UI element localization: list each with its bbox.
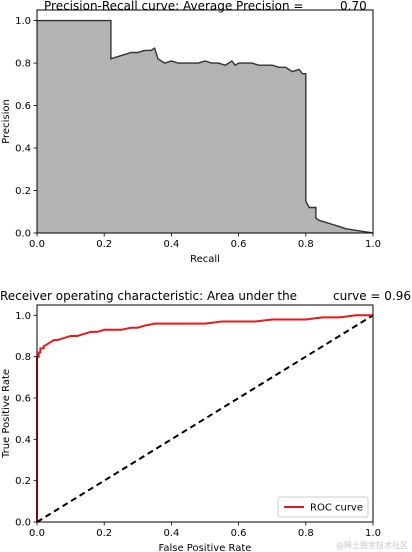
- x-tick-label: 1.0: [365, 239, 381, 250]
- x-tick-label: 0.2: [96, 239, 112, 250]
- y-tick-label: 0.8: [15, 59, 31, 70]
- y-tick-label: 0.0: [15, 229, 31, 240]
- roc-diagonal-line: [36, 314, 374, 523]
- roc-y-axis-label: True Positive Rate: [1, 369, 12, 459]
- pr-title-value: 0.70: [340, 0, 367, 13]
- roc-title-value: curve = 0.96: [333, 289, 411, 303]
- x-tick-label: 0.0: [29, 239, 45, 250]
- roc-axes-frame: [36, 304, 374, 523]
- y-tick-label: 0.2: [15, 186, 31, 197]
- roc-curve-line: [36, 314, 373, 522]
- y-tick-label: 1.0: [15, 16, 31, 27]
- y-tick-label: 0.2: [15, 476, 31, 487]
- y-tick-label: 0.6: [15, 101, 31, 112]
- legend-label-roc-curve: ROC curve: [310, 503, 363, 514]
- y-tick-label: 0.4: [15, 144, 31, 155]
- pr-curve-line: [37, 19, 374, 234]
- roc-title: Receiver operating characteristic: Area …: [0, 289, 297, 303]
- y-tick-label: 0.0: [15, 518, 31, 529]
- x-tick-label: 0.8: [298, 239, 314, 250]
- pr-axes-frame: [36, 9, 374, 234]
- roc-legend: ROC curve: [277, 496, 369, 518]
- y-tick-label: 0.8: [15, 352, 31, 363]
- x-tick-label: 1.0: [365, 528, 381, 539]
- roc-x-axis-label: False Positive Rate: [159, 543, 252, 552]
- x-tick-label: 0.4: [163, 528, 179, 539]
- roc-chart: 0.0 0.2 0.4 0.6 0.8 1.0 0.0 0.2 0.4 0.6 0.8 1.0 Re…: [0, 289, 411, 552]
- pr-x-ticks: 0.0 0.2 0.4 0.6 0.8 1.0: [29, 233, 381, 250]
- legend-box: [277, 496, 369, 518]
- y-tick-label: 0.6: [15, 394, 31, 405]
- y-tick-label: 0.4: [15, 435, 31, 446]
- roc-x-ticks: 0.0 0.2 0.4 0.6 0.8 1.0: [29, 522, 381, 539]
- x-tick-label: 0.4: [163, 239, 179, 250]
- pr-area-fill: [37, 20, 373, 233]
- x-tick-label: 0.8: [298, 528, 314, 539]
- pr-y-ticks: 0.0 0.2 0.4 0.6 0.8 1.0: [15, 16, 37, 240]
- pr-title: Precision-Recall curve: Average Precisio…: [44, 0, 303, 13]
- pr-x-axis-label: Recall: [190, 254, 220, 265]
- y-tick-label: 1.0: [15, 311, 31, 322]
- roc-y-ticks: 0.0 0.2 0.4 0.6 0.8 1.0: [15, 311, 37, 529]
- x-tick-label: 0.6: [231, 239, 247, 250]
- x-tick-label: 0.6: [231, 528, 247, 539]
- x-tick-label: 0.0: [29, 528, 45, 539]
- precision-recall-chart: 0.0 0.2 0.4 0.6 0.8 1.0 0.0 0.2 0.4 0.6 0.8 1.0 Pr…: [1, 0, 381, 265]
- watermark-text: @稀土掘金技术社区: [336, 540, 408, 550]
- x-tick-label: 0.2: [96, 528, 112, 539]
- pr-y-axis-label: Precision: [1, 99, 12, 144]
